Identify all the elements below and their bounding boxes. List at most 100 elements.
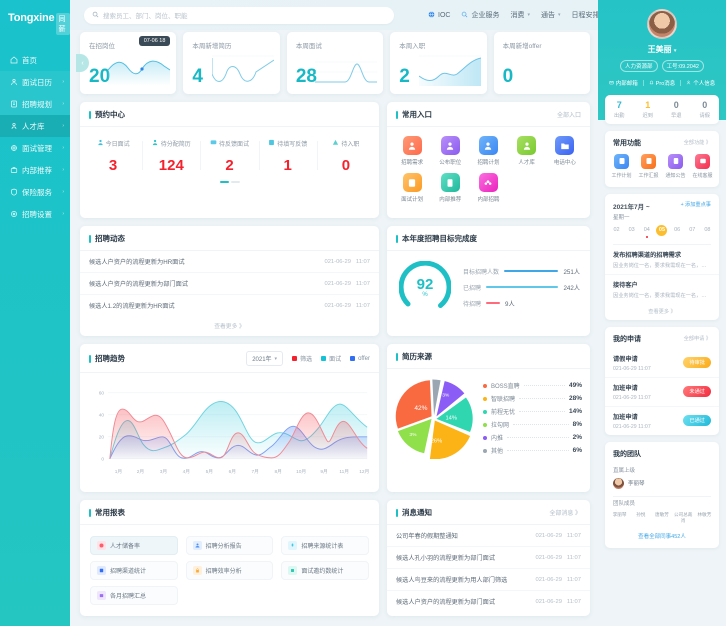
sidebar-item-interview-calendar[interactable]: 面试日历 › [0,71,70,93]
sidebar-item-recruit-settings[interactable]: 招聘设置 › [0,203,70,225]
team-member[interactable]: 唐敏芳 [651,512,672,524]
calendar-day[interactable]: 03 [628,226,635,233]
team-member[interactable]: 公司总裁肖 [673,512,694,524]
brand-logo[interactable]: Tongxine 同薪 [0,0,70,49]
todo-title: 发布招聘渠道的招聘需求 [613,251,682,259]
profile-link-info[interactable]: 个人信息 [686,79,715,87]
calendar-day[interactable]: 04 [641,225,652,238]
activity-row[interactable]: 候选人1.2的流程更新为HR面试 021-06-29 11:07 [80,295,379,316]
stat-tooltip: 07-06 18 [138,36,171,46]
referral-icon [10,166,18,174]
function-item[interactable]: 在线客服 [689,153,716,179]
profile-link-mail[interactable]: 内部邮箱 [609,79,638,87]
appointment-item[interactable]: 待填写反馈 1 [258,137,317,174]
appointment-item[interactable]: 待入职 0 [316,137,375,174]
avatar[interactable] [647,9,677,39]
report-item[interactable]: 招聘渠道统计 [90,561,178,580]
functions-more-link[interactable]: 全部功能 》 [683,140,711,147]
report-item[interactable]: 招聘分析报告 [185,536,274,555]
card-header: 常用入口 全部入口 [387,102,590,127]
sidebar-item-talent-pool[interactable]: 人才库 › [0,115,70,137]
function-item[interactable]: 通知公告 [662,153,689,179]
calendar-day[interactable]: 08 [704,226,711,233]
carousel-dot[interactable] [219,181,229,183]
sidebar-item-internal-referral[interactable]: 内部推荐 › [0,159,70,181]
entry-item[interactable]: 招聘需求 [393,136,431,166]
sidebar-item-home[interactable]: 首页 [0,49,70,71]
entry-item[interactable]: 招聘计划 [469,136,507,166]
stat-card[interactable]: 本周入职 2 [390,32,487,94]
stat-card[interactable]: 本周新增offer 0 [493,32,591,94]
team-member[interactable]: 孙悦 [630,512,651,524]
calendar-add-link[interactable]: + 添加重点事 [680,201,711,208]
legend-item-offer[interactable]: offer [350,356,370,362]
application-row[interactable]: 加班申请 021-06-29 11:07 未通过 [605,378,719,407]
topbar-item-consume[interactable]: 消费 ▾ [510,10,530,20]
sidebar-item-interview-mgmt[interactable]: 面试管理 › [0,137,70,159]
stat-card[interactable]: 在招岗位 20 07-06 18 [80,32,177,94]
team-view-all-link[interactable]: 查看全部同事452人 [638,533,686,540]
message-row[interactable]: 公司年春的假期整通知 021-06-29 11:07 [387,525,590,547]
applications-more-link[interactable]: 全部申请 》 [683,336,711,343]
topbar-item-schedule[interactable]: 日程安排表 ▾ [571,10,598,20]
message-text: 公司年春的假期整通知 [396,533,458,540]
report-item[interactable]: 面试邀约数统计 [281,561,369,580]
team-member[interactable]: 林敏芳 [694,512,715,524]
calendar-month[interactable]: 2021年7月 ~ [613,203,650,211]
activity-row[interactable]: 候选人户资户的流程更新为部门面试 021-06-29 11:07 [80,273,379,295]
entry-item[interactable]: 电话中心 [546,136,584,166]
calendar-day[interactable]: 06 [674,226,681,233]
entry-item[interactable]: 面试计划 [393,173,431,203]
carousel-dot[interactable] [230,181,240,183]
legend-item-interview[interactable]: 面试 [321,354,341,363]
carousel-dots[interactable] [80,178,379,190]
activity-row[interactable]: 候选人户资户的流程更新为HR面试 021-06-29 11:07 [80,251,379,273]
sidebar-item-insurance[interactable]: 保险服务 › [0,181,70,203]
resume-source-card: 简历来源 42% 3% [387,344,590,492]
calendar-day[interactable]: 02 [613,226,620,233]
todo-item[interactable]: 发布招聘渠道的招聘需求 因业务岗位一名，要求我需现在一名，现在需... [605,245,719,275]
legend-item-screening[interactable]: 筛选 [292,354,312,363]
entry-item[interactable]: 内部招聘 [469,173,507,203]
profile-link-notice[interactable]: Pro消息 [649,79,675,87]
svg-text:42%: 42% [414,405,427,412]
pie-legend: BOSS直聘 49% 智联招聘 28% 前程无忧 14% 拉勾网 8% 内推 2% 其他 6… [479,381,582,455]
appointment-item[interactable]: 待分配简历 124 [142,137,200,174]
entry-item[interactable]: 人才库 [508,136,546,166]
team-member[interactable]: 李丽琴 [609,512,630,524]
report-item[interactable]: 人才储备率 [90,536,178,555]
topbar-item-ioc[interactable]: IOC [428,11,450,20]
topbar-item-notice[interactable]: 通告 ▾ [541,10,561,20]
message-row[interactable]: 候选人户资户的流程更新为部门面试 021-06-29 11:07 [387,591,590,612]
todo-item[interactable]: 接待客户 因业务岗位一名，要求我需现在一名，现在需... [605,275,719,304]
door-icon [440,173,460,192]
entry-item[interactable]: 公布职位 [431,136,469,166]
report-item[interactable]: 各月招聘汇总 [90,586,178,605]
application-row[interactable]: 加班申请 021-06-29 11:07 已通过 [605,407,719,435]
calendar-day[interactable]: 07 [689,226,696,233]
search-box[interactable]: 搜索员工、部门、岗位、职能 [84,6,394,24]
application-row[interactable]: 请假申请 021-06-29 11:07 待审批 [605,349,719,378]
messages-more-link[interactable]: 全部消息 》 [549,511,581,517]
appointment-item[interactable]: 待反馈面试 2 [200,137,258,174]
message-row[interactable]: 候选人孔小羽的流程更新为部门面试 021-06-29 11:07 [387,547,590,569]
function-item[interactable]: 工作汇报 [635,153,662,179]
topbar-item-enterprise-service[interactable]: 企业服务 [461,10,499,20]
user-name[interactable]: 王美丽 ▾ [598,44,726,55]
stat-card[interactable]: 本周新增简历 4 [183,32,280,94]
entries-more-link[interactable]: 全部入口 [556,113,581,119]
todo-more-link[interactable]: 查看更多 》 [648,308,676,315]
entry-item[interactable]: 内部推荐 [431,173,469,203]
team-leader[interactable]: 李丽琴 [605,477,719,496]
message-row[interactable]: 候选人鸟豆来的流程更新为用人部门筛选 021-06-29 11:07 [387,569,590,591]
calendar-day-selected[interactable]: 05 [656,224,668,236]
report-item[interactable]: 招聘来源统计表 [281,536,369,555]
activity-more-link[interactable]: 查看更多 》 [214,324,245,330]
report-item[interactable]: 招聘效率分析 [185,561,274,580]
sidebar-item-recruit-plan[interactable]: 招聘规划 › [0,93,70,115]
appointment-item[interactable]: 今日面试 3 [84,137,142,174]
carousel-prev-button[interactable]: ‹ [76,54,89,72]
function-item[interactable]: 工作计划 [608,153,635,179]
stat-card[interactable]: 本周面试 28 [286,32,384,94]
year-select[interactable]: 2021年 ▾ [246,351,284,366]
